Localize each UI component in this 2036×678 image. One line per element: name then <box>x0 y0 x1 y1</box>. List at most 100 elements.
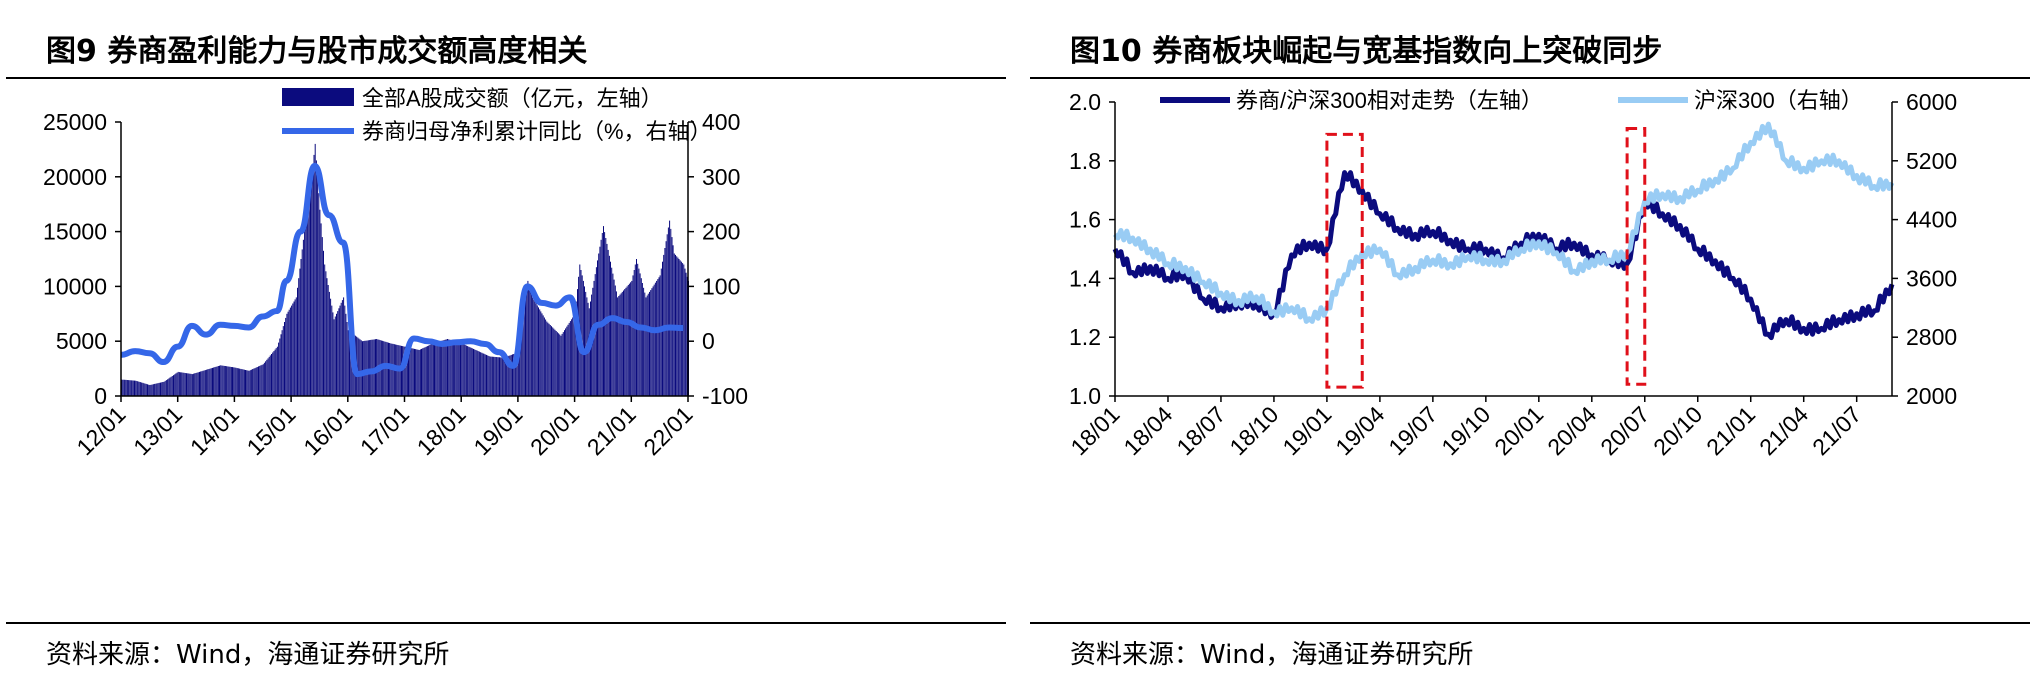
turnover-bar <box>259 365 261 396</box>
turnover-bar <box>522 297 524 396</box>
turnover-bar <box>501 357 503 396</box>
turnover-bar <box>299 268 301 396</box>
turnover-bar <box>304 230 306 396</box>
turnover-bar <box>161 382 163 396</box>
turnover-bar <box>306 212 308 396</box>
turnover-bar <box>122 379 124 396</box>
turnover-bar <box>402 346 404 396</box>
turnover-bar <box>480 352 482 396</box>
turnover-bar <box>169 377 171 396</box>
turnover-bar <box>267 358 269 396</box>
turnover-bar <box>547 322 549 396</box>
turnover-bar <box>149 385 151 396</box>
turnover-bar <box>151 384 153 396</box>
figure-9-title: 图9 券商盈利能力与股市成交额高度相关 <box>46 34 588 69</box>
turnover-bar <box>428 345 430 396</box>
turnover-bar <box>506 356 508 396</box>
turnover-bar <box>217 366 219 396</box>
turnover-bar <box>647 293 649 396</box>
right-y-tick-label: 100 <box>702 273 740 299</box>
turnover-bar <box>546 321 548 396</box>
turnover-bar <box>685 272 687 396</box>
turnover-bar <box>660 268 662 396</box>
turnover-bar <box>175 373 177 396</box>
turnover-bar <box>224 366 226 396</box>
turnover-bar <box>135 380 137 396</box>
turnover-bar <box>347 330 349 396</box>
turnover-bar <box>359 339 361 396</box>
x-tick-label: 21/07 <box>1807 401 1866 460</box>
turnover-bar <box>412 348 414 396</box>
turnover-bar <box>168 378 170 396</box>
turnover-bar <box>650 290 652 396</box>
left-y-tick-label: 15000 <box>43 219 107 245</box>
turnover-bar <box>178 372 180 396</box>
turnover-bar <box>369 340 371 396</box>
turnover-bar <box>624 289 626 396</box>
turnover-bar <box>614 285 616 396</box>
turnover-bar <box>439 341 441 396</box>
turnover-bar <box>618 296 620 396</box>
turnover-bar <box>608 255 610 396</box>
left-y-tick-label: 20000 <box>43 164 107 190</box>
turnover-bar <box>123 379 125 396</box>
turnover-bar <box>434 343 435 396</box>
turnover-bar <box>627 285 629 396</box>
turnover-bar <box>617 297 619 396</box>
turnover-bar <box>631 280 633 396</box>
turnover-bar <box>245 370 246 396</box>
turnover-bar <box>262 364 264 396</box>
right-y-tick-label: 0 <box>702 328 715 354</box>
right-y-tick-label: 3600 <box>1906 265 1957 291</box>
turnover-bar <box>145 383 147 396</box>
turnover-bar <box>301 249 303 396</box>
turnover-bar <box>252 369 254 396</box>
turnover-bar <box>422 348 424 396</box>
turnover-bar <box>191 374 193 396</box>
figure-10-chart: 1.0 1.2 1.4 1.6 1.8 2.0 2000 2800 3600 4400 5200 60… <box>1065 88 1957 460</box>
turnover-bar <box>386 342 388 396</box>
left-y-tick-label: 1.8 <box>1069 148 1101 174</box>
turnover-bar <box>478 351 480 396</box>
turnover-bar <box>249 370 251 396</box>
turnover-bar <box>564 330 565 396</box>
figure-9-panel: 图9 券商盈利能力与股市成交额高度相关 0 5000 10000 15000 20000… <box>6 0 1006 678</box>
right-y-tick-label: 200 <box>702 219 740 245</box>
turnover-bar <box>632 275 634 396</box>
turnover-bar <box>491 356 493 396</box>
turnover-bar <box>419 349 421 396</box>
turnover-bar <box>367 340 369 396</box>
turnover-bar <box>538 307 539 396</box>
turnover-bar <box>644 292 646 396</box>
turnover-bar <box>230 367 232 396</box>
turnover-bar <box>656 280 658 396</box>
turnover-bar <box>571 319 573 396</box>
turnover-bar <box>494 356 496 396</box>
turnover-bar <box>128 380 130 396</box>
turnover-bar <box>189 373 191 396</box>
turnover-bar <box>204 370 206 396</box>
figure-9-title-row: 图9 券商盈利能力与股市成交额高度相关 <box>6 14 1006 74</box>
turnover-bar <box>610 261 611 396</box>
turnover-bar <box>300 259 302 396</box>
turnover-bar <box>311 176 313 396</box>
turnover-bar <box>594 274 596 396</box>
turnover-bar <box>210 368 212 396</box>
turnover-bar <box>405 347 407 396</box>
x-tick-label: 20/10 <box>1648 401 1707 460</box>
left-y-tick-label: 1.6 <box>1069 207 1101 233</box>
turnover-bar <box>567 324 569 396</box>
turnover-bar <box>645 297 647 396</box>
turnover-bar <box>556 332 558 396</box>
turnover-bar <box>190 373 192 396</box>
turnover-bar <box>260 365 262 396</box>
figure-10-source: 资料来源：Wind，海通证券研究所 <box>1070 640 1474 670</box>
turnover-bar <box>436 342 438 396</box>
turnover-bar <box>364 340 366 396</box>
turnover-bar <box>287 311 289 396</box>
turnover-bar <box>666 234 668 396</box>
turnover-bar <box>282 326 284 396</box>
turnover-bar <box>276 346 278 396</box>
turnover-bar <box>483 353 485 396</box>
turnover-bar <box>470 347 472 396</box>
